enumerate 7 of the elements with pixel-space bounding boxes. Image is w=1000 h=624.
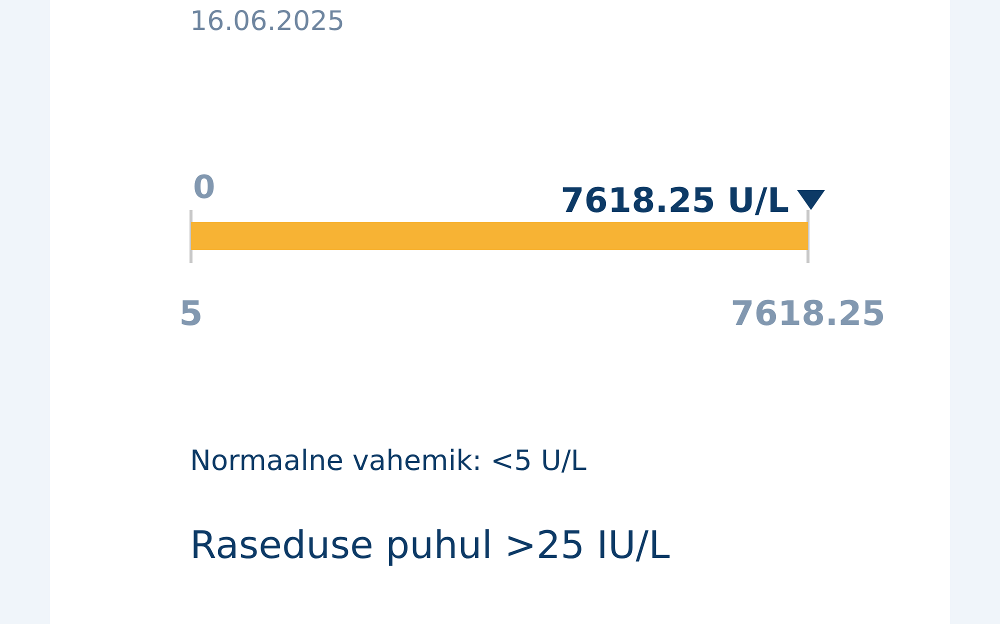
x-tick-label: 7618.25 <box>730 294 886 334</box>
text: 0 <box>193 168 216 206</box>
chart-title: 16.06.2025 <box>190 6 345 37</box>
data-label: 7618.25 U/L <box>560 181 789 221</box>
text: Raseduse puhul >25 IU/L <box>190 523 670 567</box>
x-tick-label: 5 <box>179 294 203 334</box>
text: Normaalne vahemik: <5 U/L <box>190 444 587 477</box>
